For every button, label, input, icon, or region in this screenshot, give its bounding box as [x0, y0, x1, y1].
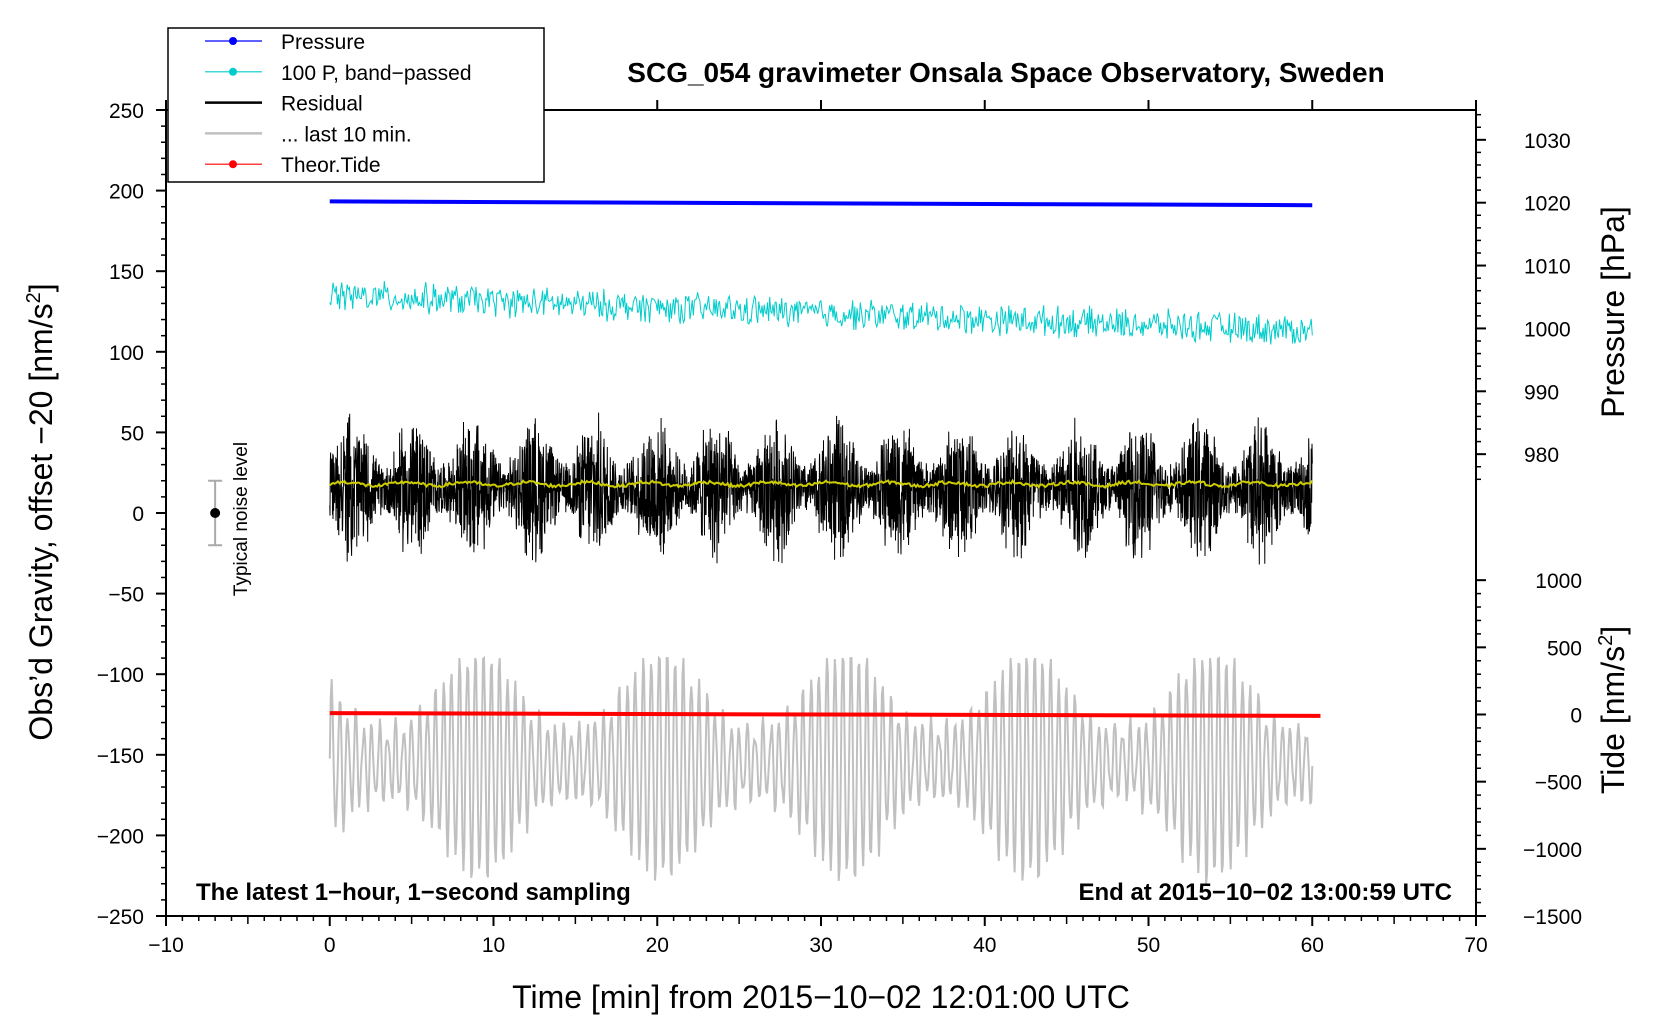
tide-axis-title: Tide [nm/s2]: [1595, 626, 1631, 794]
legend-box: [167, 27, 545, 183]
y-tick-label: −100: [97, 664, 144, 687]
series-theor-tide: [329, 711, 1321, 718]
tide-tick-label: 0: [1570, 705, 1582, 728]
x-axis-title: Time [min] from 2015−10−02 12:01:00 UTC: [512, 979, 1130, 1015]
noise-bar-center: [210, 508, 221, 518]
tide-tick-label: 500: [1547, 637, 1582, 660]
x-tick-label: 30: [809, 934, 832, 957]
x-tick-label: 0: [324, 934, 336, 957]
y-axis-ticks: 250 200 150 100 50 0 −50 −100 −150 −200 −250: [97, 100, 166, 929]
pressure-axis-ticks: 980 990 1000 1010 1020 1030: [1476, 113, 1571, 481]
y-tick-label: 0: [132, 503, 144, 526]
y-tick-label: −150: [97, 745, 144, 768]
tide-axis-title-main: Tide [nm/s: [1595, 646, 1631, 794]
tide-axis-title-end: ]: [1595, 626, 1631, 635]
x-tick-label: 10: [482, 934, 505, 957]
y-axis-title: Obs’d Gravity, offset −20 [nm/s2]: [23, 283, 59, 740]
pressure-tick-label: 1000: [1524, 318, 1571, 341]
y-tick-label: 200: [109, 181, 144, 204]
pressure-axis-title: Pressure [hPa]: [1595, 206, 1631, 418]
y-axis-title-sup: 2: [23, 292, 45, 303]
series-pressure: [329, 199, 1313, 208]
series-residual-smoothed: [329, 478, 1314, 489]
y-tick-label: 100: [109, 342, 144, 365]
legend-marker: [229, 160, 237, 169]
series-last-10-min: [328, 655, 1314, 884]
legend-label: Theor.Tide: [281, 154, 381, 177]
x-tick-label: 50: [1137, 934, 1160, 957]
x-axis-ticks: −10 0 10 20 30 40 50 60 70: [148, 100, 1488, 957]
x-tick-label: −10: [148, 934, 184, 957]
y-tick-label: −250: [97, 906, 144, 929]
x-tick-label: 40: [973, 934, 996, 957]
pressure-tick-label: 1010: [1524, 256, 1571, 279]
series-band-passed: [329, 281, 1313, 345]
y-axis-title-end: ]: [23, 283, 59, 292]
y-axis-title-main: Obs’d Gravity, offset −20 [nm/s: [23, 303, 59, 740]
tide-tick-label: −1000: [1523, 839, 1582, 862]
pressure-tick-label: 990: [1524, 381, 1559, 404]
legend-label: ... last 10 min.: [281, 123, 412, 146]
y-tick-label: 150: [109, 261, 144, 284]
data-series: [328, 199, 1321, 884]
pressure-tick-label: 1020: [1524, 193, 1571, 216]
tide-tick-label: −500: [1535, 772, 1582, 795]
pressure-tick-label: 1030: [1524, 130, 1571, 153]
sampling-annotation: The latest 1−hour, 1−second sampling: [196, 879, 631, 906]
noise-level-indicator: [208, 479, 223, 547]
tide-tick-label: −1500: [1523, 906, 1582, 929]
y-tick-label: 50: [121, 422, 144, 445]
chart-title: SCG_054 gravimeter Onsala Space Observat…: [627, 57, 1384, 88]
end-time-annotation: End at 2015−10−02 13:00:59 UTC: [1078, 879, 1452, 906]
x-tick-label: 20: [646, 934, 669, 957]
legend-label: Residual: [281, 93, 363, 116]
x-tick-label: 60: [1301, 934, 1324, 957]
pressure-tick-label: 980: [1524, 444, 1559, 467]
noise-level-label: Typical noise level: [231, 442, 252, 596]
y-tick-label: −200: [97, 825, 144, 848]
tide-axis-ticks: 1000 500 0 −500 −1000 −1500: [1476, 570, 1582, 929]
x-tick-label: 70: [1464, 934, 1487, 957]
legend-marker: [229, 37, 237, 45]
legend-label: 100 P, band−passed: [281, 62, 472, 85]
tide-axis-title-sup: 2: [1595, 635, 1617, 646]
y-tick-label: 250: [109, 100, 144, 123]
tide-tick-label: 1000: [1535, 570, 1582, 593]
legend-label: Pressure: [281, 31, 365, 54]
series-residual: [329, 412, 1313, 565]
legend: Pressure 100 P, band−passed Residual ... la…: [167, 27, 545, 183]
y-tick-label: −50: [108, 584, 144, 607]
legend-marker: [229, 67, 237, 76]
